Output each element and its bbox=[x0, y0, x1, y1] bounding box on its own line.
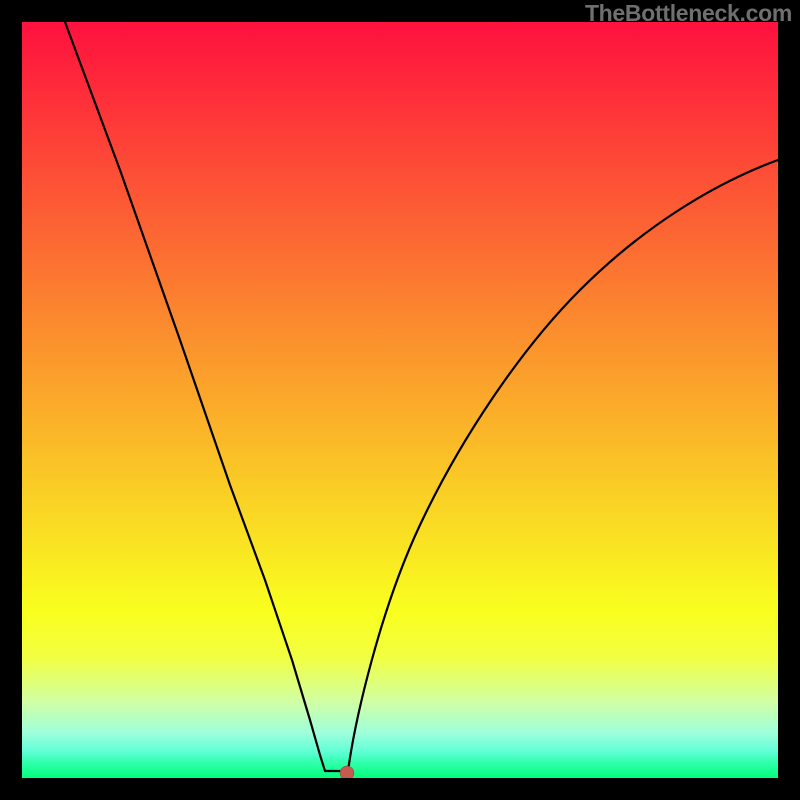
chart-svg bbox=[22, 22, 778, 778]
chart-container: TheBottleneck.com bbox=[0, 0, 800, 800]
plot-area bbox=[22, 22, 778, 778]
gradient-background bbox=[22, 22, 778, 778]
minimum-marker bbox=[340, 766, 354, 778]
watermark-text: TheBottleneck.com bbox=[585, 0, 792, 27]
